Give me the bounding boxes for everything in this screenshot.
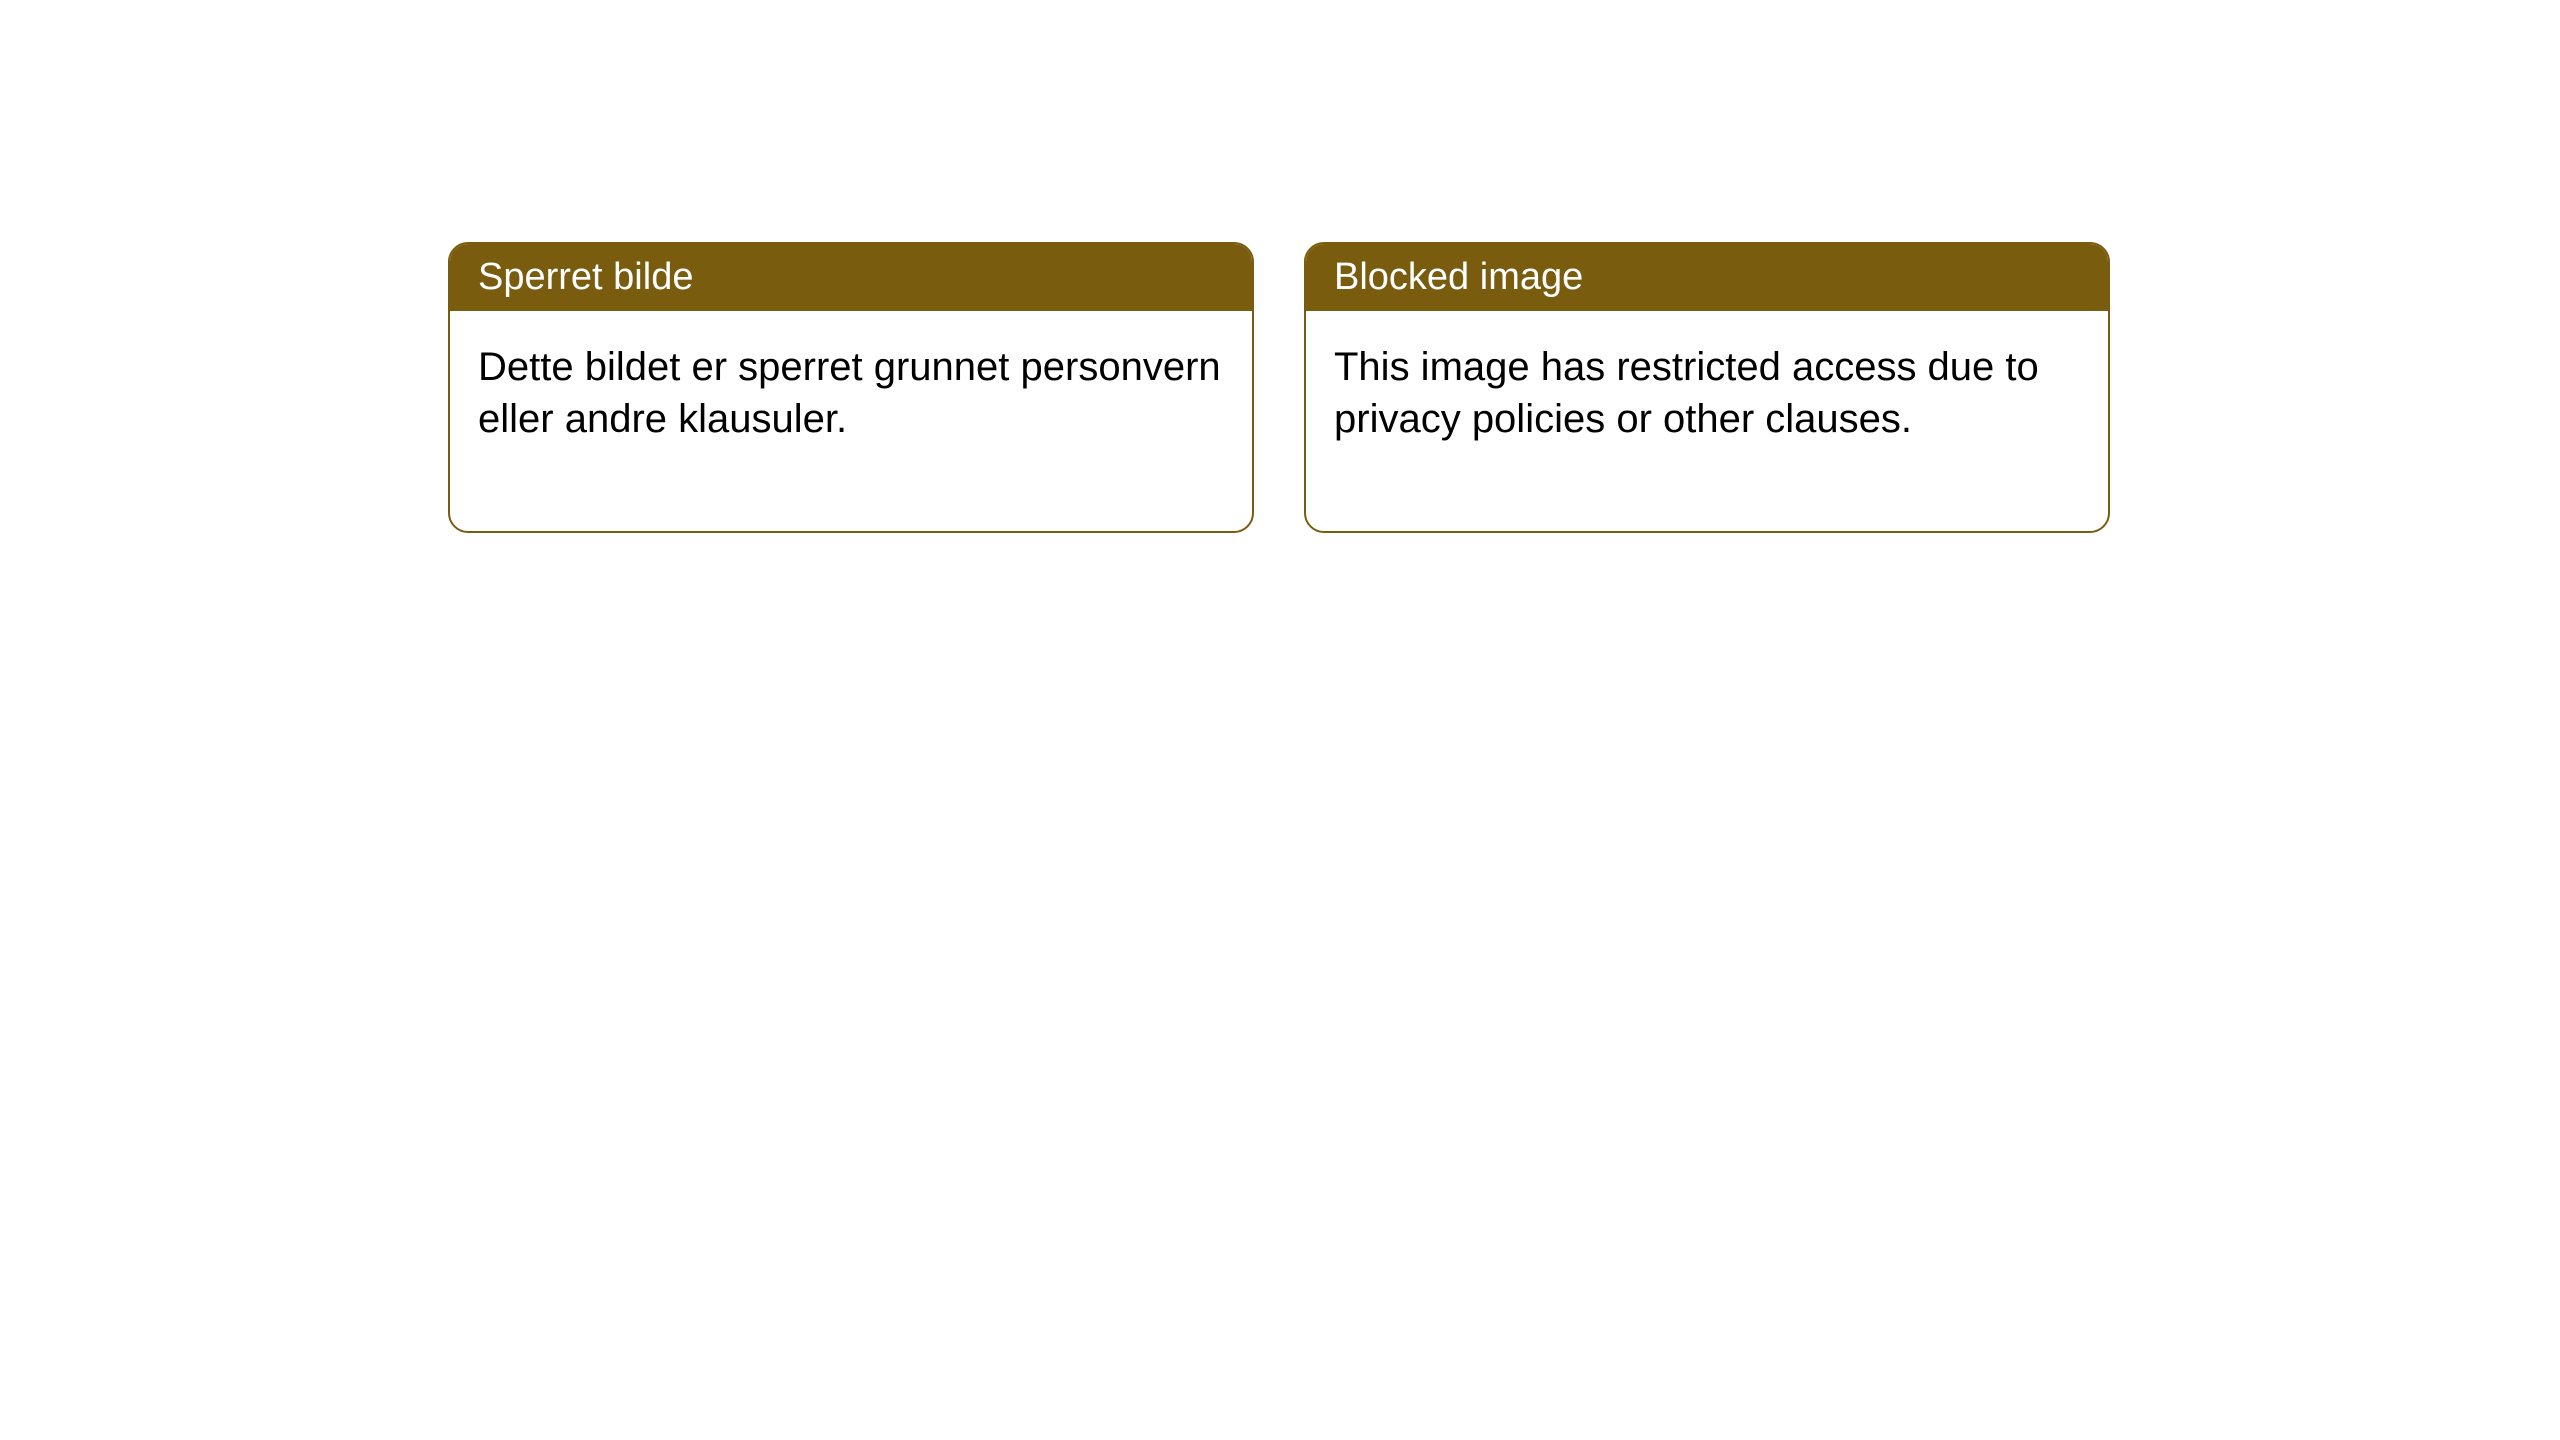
notice-text: Dette bildet er sperret grunnet personve… xyxy=(478,345,1221,441)
notice-box-english: Blocked image This image has restricted … xyxy=(1304,242,2110,533)
notice-container: Sperret bilde Dette bildet er sperret gr… xyxy=(0,0,2560,533)
notice-text: This image has restricted access due to … xyxy=(1334,345,2039,441)
notice-header: Blocked image xyxy=(1306,244,2108,311)
notice-body: This image has restricted access due to … xyxy=(1306,311,2108,531)
notice-header: Sperret bilde xyxy=(450,244,1252,311)
notice-title: Sperret bilde xyxy=(478,256,693,298)
notice-body: Dette bildet er sperret grunnet personve… xyxy=(450,311,1252,531)
notice-title: Blocked image xyxy=(1334,256,1583,298)
notice-box-norwegian: Sperret bilde Dette bildet er sperret gr… xyxy=(448,242,1254,533)
